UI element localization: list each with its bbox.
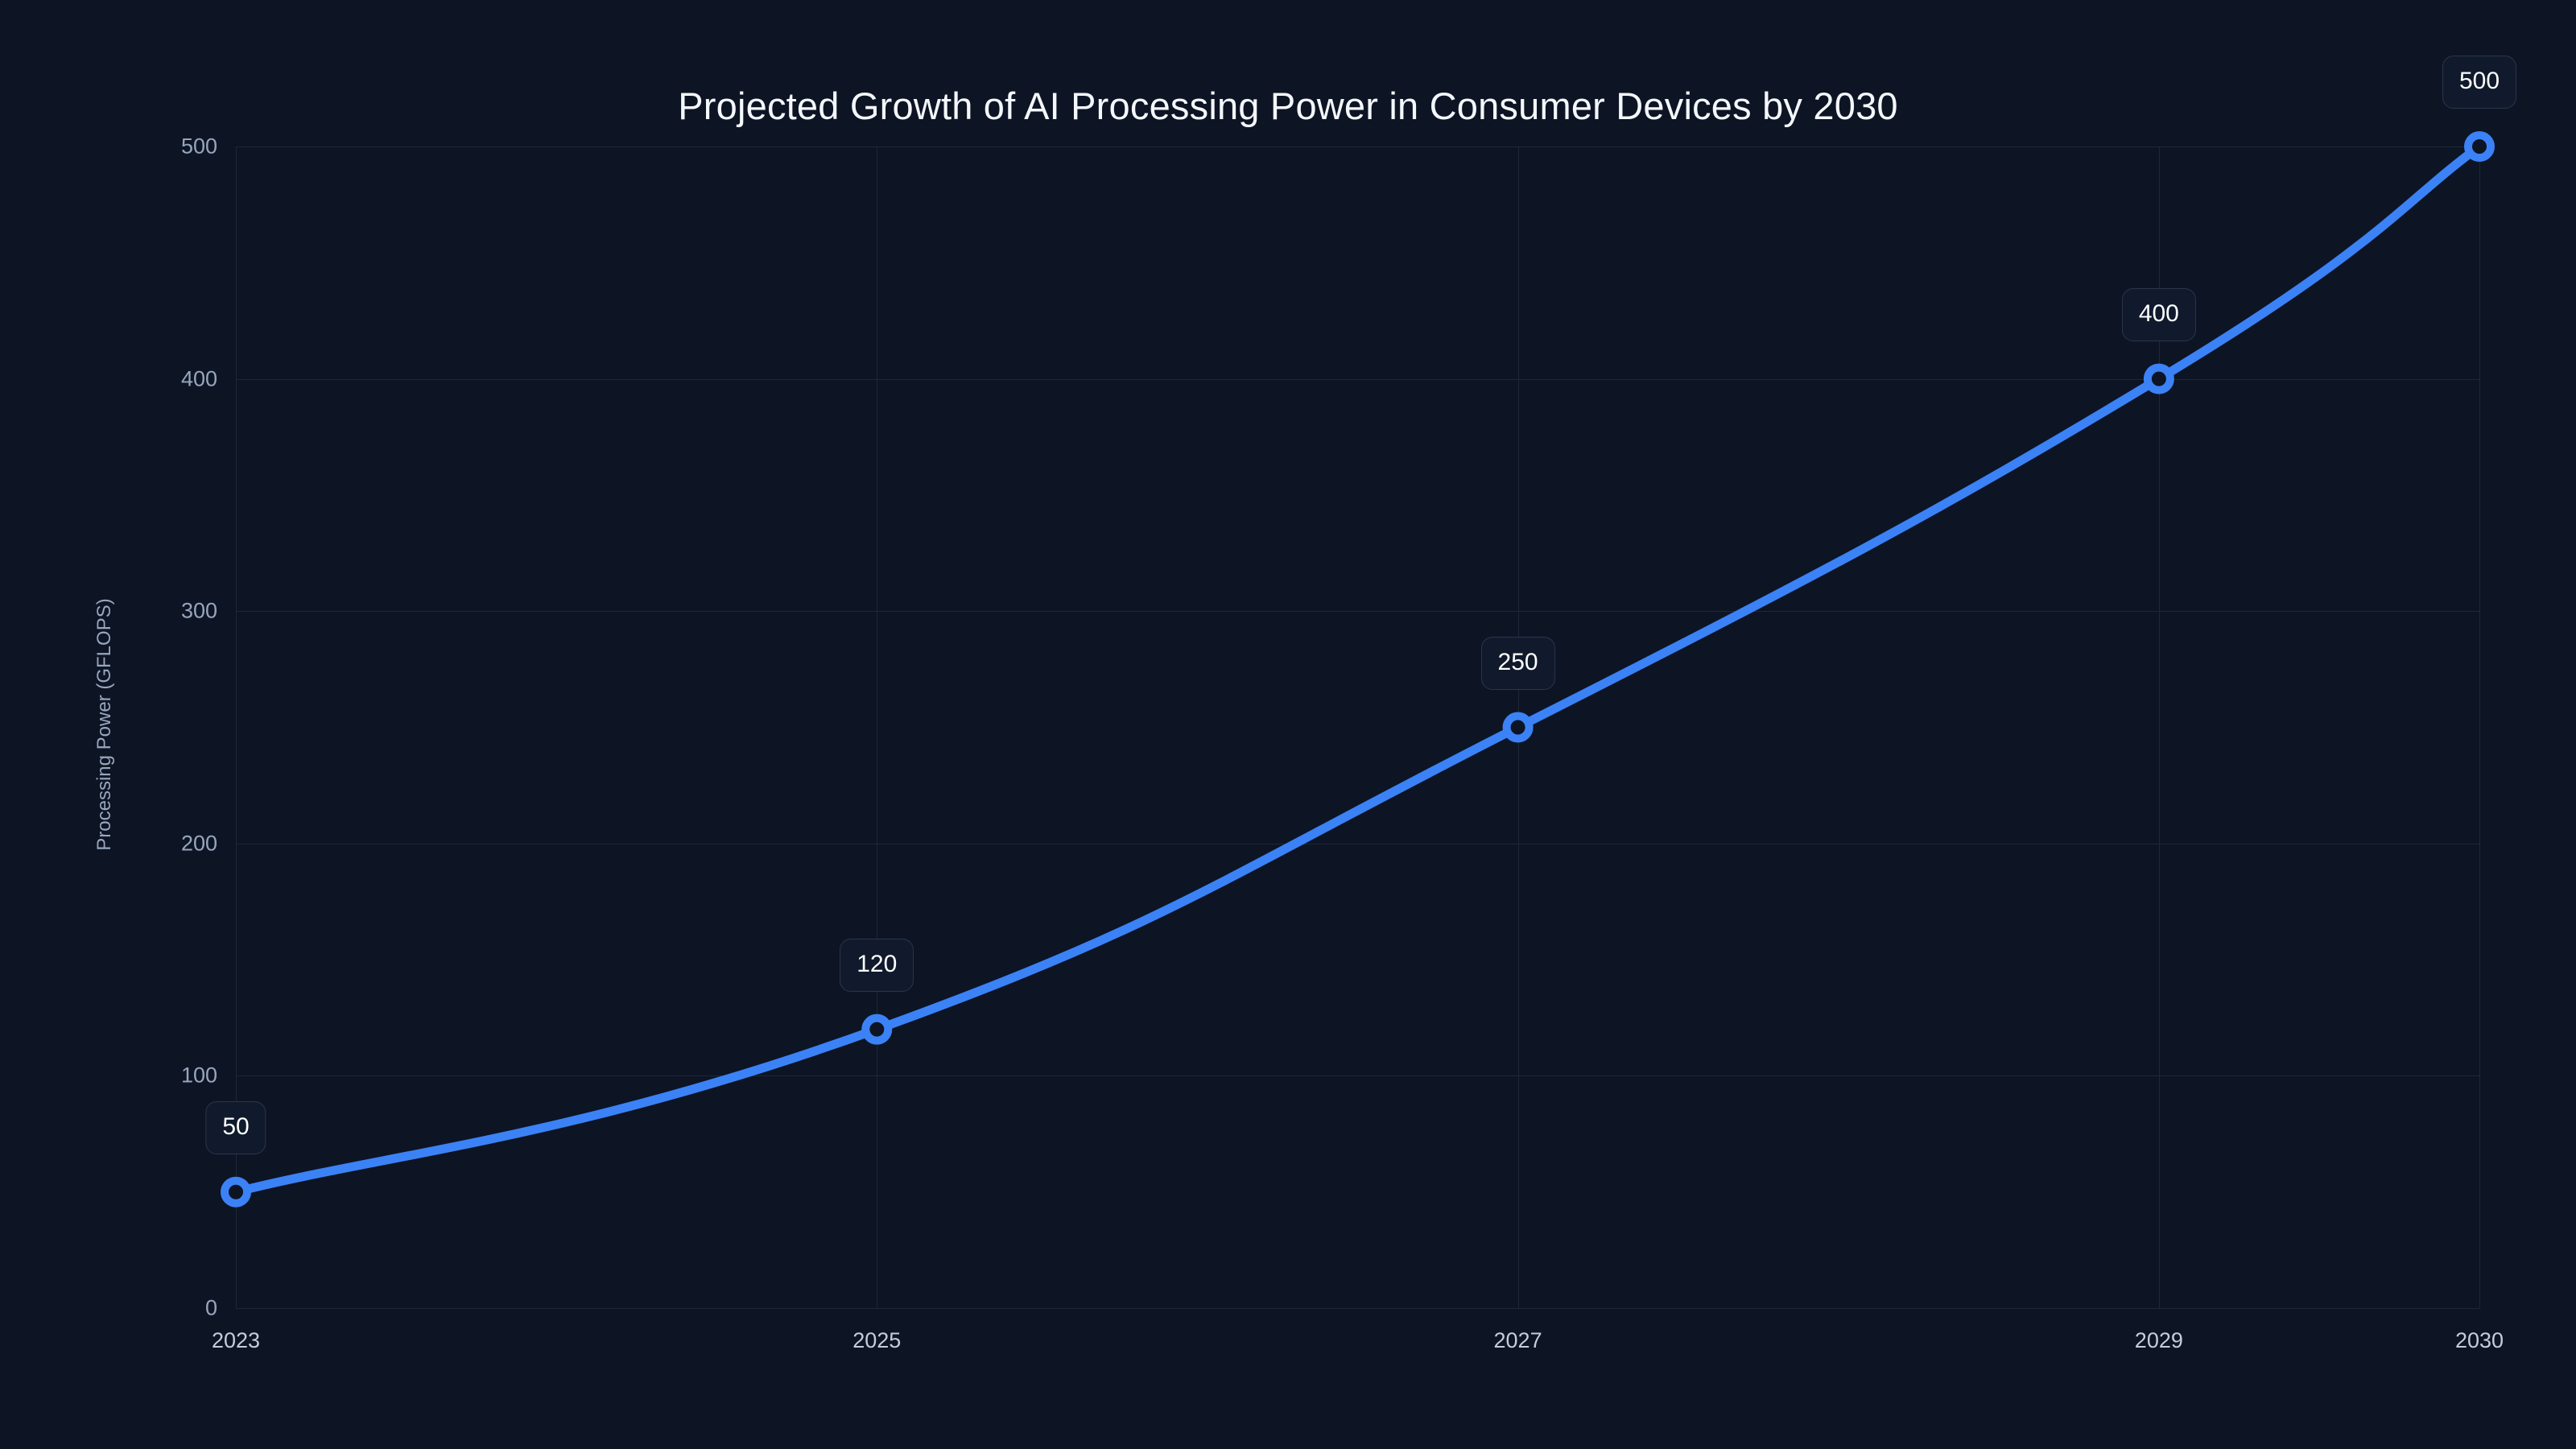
chart-title: Projected Growth of AI Processing Power … <box>678 85 1898 127</box>
gridline-horizontal <box>236 1308 2479 1309</box>
series-markers <box>221 131 2495 1208</box>
x-axis-tick-label: 2027 <box>1493 1328 1542 1352</box>
y-axis-tick-labels: 0 100 200 300 400 500 <box>89 135 217 1319</box>
gridline-horizontal <box>236 1075 2479 1077</box>
data-point-value-badge: 500 <box>2442 56 2517 109</box>
data-point-marker[interactable] <box>2464 131 2495 162</box>
y-axis-tick-label: 200 <box>180 831 217 856</box>
gridline-horizontal <box>236 611 2479 613</box>
x-axis-tick-labels: 2023 2025 2027 2029 2030 <box>212 1328 2504 1362</box>
data-point-value-badge: 120 <box>840 938 914 992</box>
gridline-vertical <box>2479 147 2480 1308</box>
gridline-vertical <box>2158 147 2160 1308</box>
series-line <box>231 142 2484 1197</box>
data-point-marker[interactable] <box>861 1013 893 1045</box>
data-point-marker[interactable] <box>2143 363 2174 394</box>
series-svg <box>221 131 2495 1208</box>
y-axis-tick-label: 300 <box>180 598 217 623</box>
y-axis-tick-label: 400 <box>180 366 217 391</box>
data-point-value-badge: 400 <box>2121 287 2196 341</box>
plot-area <box>221 131 2495 1309</box>
x-axis-tick-label: 2030 <box>2454 1328 2504 1352</box>
x-axis-tick-label: 2023 <box>211 1328 261 1352</box>
x-axis-tick-label: 2025 <box>852 1328 902 1352</box>
x-axis-tick-label: 2029 <box>2134 1328 2183 1352</box>
data-point-marker[interactable] <box>1502 712 1534 743</box>
y-axis-tick-label: 500 <box>180 134 217 159</box>
y-axis-tick-label: 0 <box>204 1295 217 1320</box>
data-point-value-badge: 50 <box>205 1100 266 1154</box>
data-point-value-badge: 250 <box>1480 636 1555 690</box>
data-point-marker[interactable] <box>221 1176 251 1208</box>
gridline-horizontal <box>236 378 2479 380</box>
gridline-vertical <box>236 147 237 1308</box>
y-axis-tick-label: 100 <box>180 1063 217 1088</box>
